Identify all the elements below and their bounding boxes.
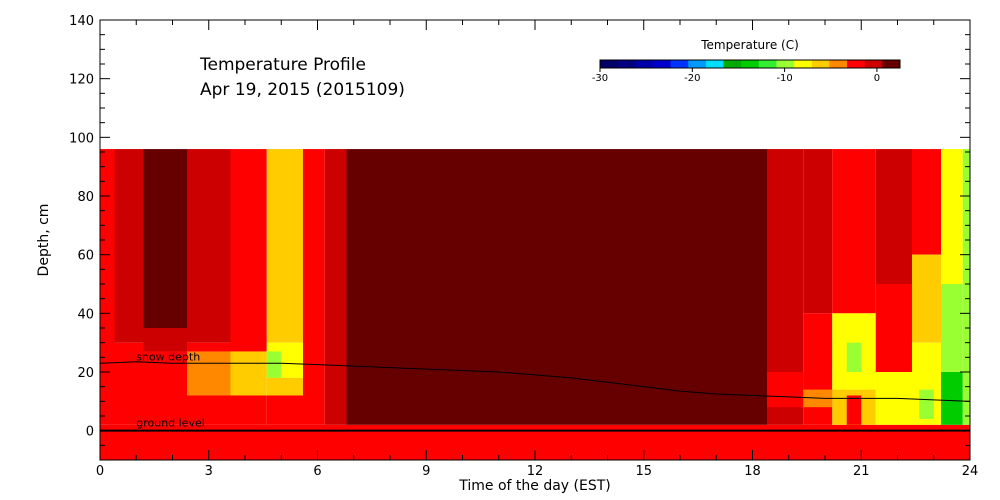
colorbar-swatch (635, 60, 654, 68)
colorbar-swatch (617, 60, 636, 68)
temperature-colorbar: Temperature (C) -30 -20 -10 0 (592, 38, 901, 84)
heatmap-cell (832, 149, 876, 314)
chart-title: Temperature Profile (199, 55, 366, 75)
heatmap-cell (346, 149, 767, 425)
heatmap-cell (114, 149, 144, 343)
heatmap-cell (919, 389, 934, 419)
heatmap-cell (846, 342, 862, 372)
y-tick-label: 0 (86, 425, 94, 440)
x-tick-label: 6 (313, 464, 321, 479)
heatmap-cell (912, 254, 941, 343)
series-layer: snow depth ground level (99, 350, 971, 432)
y-tick-label: 80 (77, 190, 94, 205)
colorbar-frame (599, 59, 901, 69)
y-tick-label: 120 (69, 73, 94, 88)
heatmap-cell (303, 372, 325, 425)
colorbar-ticks: -30 -20 -10 0 (592, 68, 880, 84)
y-tick-label: 60 (77, 249, 94, 264)
colorbar-swatch (705, 60, 725, 68)
heatmap-cell (941, 372, 963, 425)
x-tick-label: 15 (635, 464, 652, 479)
heatmap-cell (875, 284, 912, 372)
colorbar-swatch (864, 60, 883, 68)
colorbar-swatch (847, 60, 866, 68)
annotation-label: snow depth (136, 350, 200, 363)
colorbar-tick-label: 0 (874, 73, 880, 84)
colorbar-tick-label: -10 (776, 73, 792, 84)
heatmap-cell (303, 149, 325, 372)
chart-subtitle: Apr 19, 2015 (2015109) (200, 80, 405, 100)
colorbar-tick-label: -20 (684, 73, 700, 84)
colorbar-swatch (811, 60, 830, 68)
heatmap-cell (941, 149, 963, 284)
heatmap-cell (187, 395, 231, 425)
x-tick-label: 18 (744, 464, 761, 479)
colorbar-swatch (600, 60, 619, 68)
y-tick-label: 40 (77, 307, 94, 322)
x-tick-label: 3 (205, 464, 213, 479)
heatmap-cell (100, 149, 115, 425)
y-tick-label: 100 (69, 131, 94, 146)
heatmap-cell (767, 372, 804, 408)
heatmap-cell (187, 351, 231, 396)
heatmap-cell (846, 395, 862, 425)
heatmap-cell (114, 342, 144, 425)
y-tick-label: 20 (77, 366, 94, 381)
colorbar-swatch (723, 60, 742, 68)
colorbar-swatch (794, 60, 813, 68)
heatmap-cell (266, 149, 303, 343)
x-axis-label: Time of the day (EST) (458, 478, 611, 494)
heatmap-cell (962, 149, 970, 425)
x-tick-label: 21 (853, 464, 870, 479)
colorbar-swatch (776, 60, 795, 68)
heatmap-cell (187, 342, 231, 352)
colorbar-swatch (670, 60, 689, 68)
colorbar-swatch (741, 60, 760, 68)
heatmap-cell (875, 149, 912, 284)
x-tick-label: 9 (422, 464, 430, 479)
heatmap-cell (803, 149, 833, 314)
heatmap-cell (912, 149, 941, 255)
heatmap-cell (230, 149, 267, 352)
heatmap-cell (941, 284, 963, 372)
colorbar-swatch (882, 60, 901, 68)
heatmap-cell (803, 313, 833, 425)
heatmap-layer (100, 149, 970, 460)
colorbar-title: Temperature (C) (700, 38, 799, 52)
x-tick-label: 24 (962, 464, 979, 479)
colorbar-swatches (600, 60, 901, 68)
heatmap-cell (266, 377, 303, 396)
heatmap-cell (230, 351, 267, 396)
y-tick-label: 140 (69, 14, 94, 29)
colorbar-tick-label: -30 (592, 73, 608, 84)
axes-layer: 0 3 6 9 12 15 18 21 24 0 20 40 60 80 100 120 140 (69, 14, 978, 479)
heatmap-cell (143, 328, 187, 352)
heatmap-cell (324, 149, 347, 425)
heatmap-cell (230, 395, 267, 425)
heatmap-cell (266, 351, 282, 378)
heatmap-cell (143, 149, 187, 328)
heatmap-cell (187, 149, 231, 343)
colorbar-swatch (652, 60, 672, 68)
heatmap-cell (266, 395, 303, 425)
snow-depth-line (99, 361, 971, 402)
y-axis-label: Depth, cm (36, 204, 52, 277)
x-tick-label: 12 (527, 464, 544, 479)
colorbar-swatch (829, 60, 848, 68)
annotation-label: ground level (136, 416, 205, 429)
colorbar-swatch (688, 60, 707, 68)
x-tick-label: 0 (96, 464, 104, 479)
colorbar-swatch (758, 60, 777, 68)
